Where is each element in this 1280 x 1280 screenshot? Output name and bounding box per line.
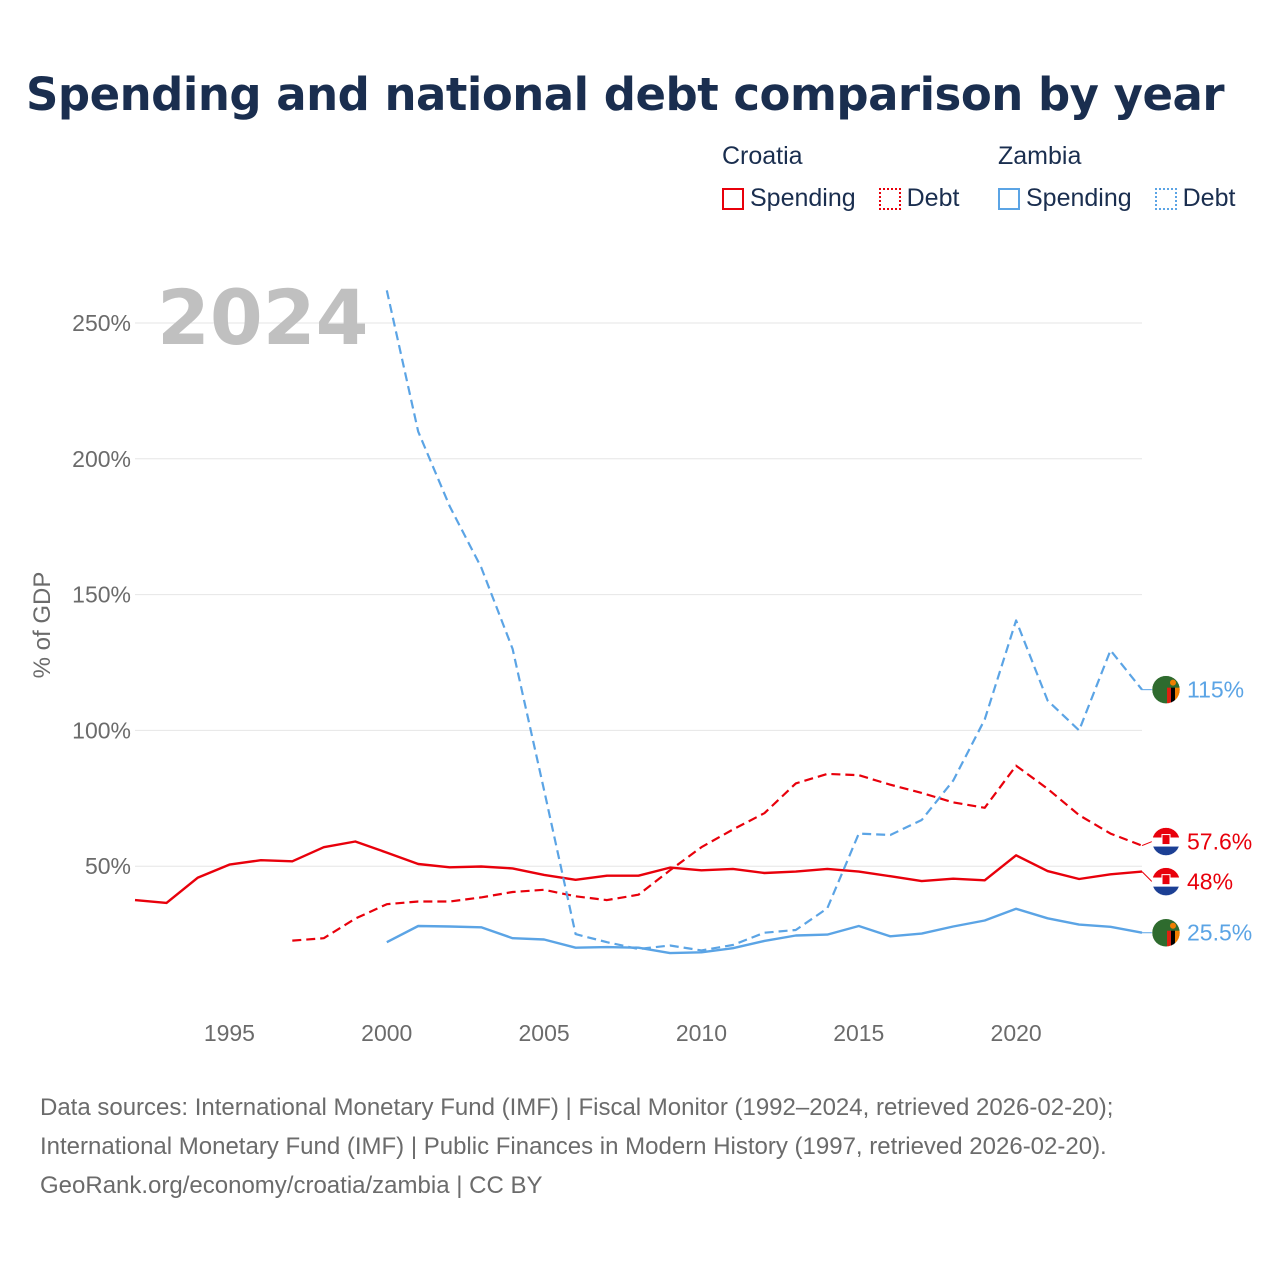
x-tick-label: 1995 <box>204 1020 255 1046</box>
footer-line-3[interactable]: GeoRank.org/economy/croatia/zambia | CC … <box>40 1172 543 1199</box>
x-tick-label: 2000 <box>361 1020 412 1046</box>
end-value-label: 57.6% <box>1187 829 1252 855</box>
year-watermark: 2024 <box>157 273 369 362</box>
y-tick-label: 250% <box>72 310 131 336</box>
legend-item-label: Debt <box>906 184 960 212</box>
series-line-zambia-spending[interactable] <box>386 907 1143 955</box>
zambia-flag-icon <box>1151 918 1181 947</box>
end-connector <box>1141 841 1153 847</box>
legend-country-label: Zambia <box>998 142 1082 170</box>
legend-item-label: Spending <box>750 184 856 212</box>
footer: Data sources: International Monetary Fun… <box>40 1088 1113 1205</box>
chart-title: Spending and national debt comparison by… <box>26 68 1225 121</box>
series-lines <box>134 290 1143 955</box>
legend-item-croatia-debt[interactable]: Debt <box>878 184 960 213</box>
y-tick-label: 100% <box>72 717 131 743</box>
x-tick-label: 2010 <box>676 1020 727 1046</box>
x-tick-label: 2015 <box>833 1020 884 1046</box>
legend-swatch-solid <box>998 187 1020 210</box>
y-tick-label: 150% <box>72 582 131 608</box>
y-axis-ticks: 50% 100% 150% 200% 250% <box>72 310 131 879</box>
x-axis-ticks: 1995 2000 2005 2010 2015 2020 <box>204 1020 1042 1046</box>
end-value-label: 115% <box>1187 677 1244 703</box>
end-connector <box>1141 871 1153 882</box>
legend-item-zambia-spending[interactable]: Spending <box>998 184 1132 213</box>
series-line-croatia-spending[interactable] <box>134 840 1143 905</box>
legend-croatia: Croatia Spending Debt <box>722 142 975 217</box>
legend-item-label: Spending <box>1026 184 1132 212</box>
zambia-flag-icon <box>1151 675 1181 704</box>
legend-zambia: Zambia Spending Debt <box>998 142 1251 217</box>
legend-item-zambia-debt[interactable]: Debt <box>1154 184 1236 213</box>
y-tick-label: 50% <box>85 853 131 879</box>
series-line-croatia-debt[interactable] <box>292 764 1143 942</box>
legend-item-label: Debt <box>1182 184 1236 212</box>
end-value-label: 48% <box>1187 869 1233 895</box>
x-tick-label: 2005 <box>519 1020 570 1046</box>
legend-swatch-dotted <box>878 187 901 210</box>
croatia-flag-icon <box>1151 867 1181 896</box>
croatia-flag-icon <box>1151 827 1181 856</box>
footer-line-2: International Monetary Fund (IMF) | Publ… <box>40 1133 1107 1160</box>
y-axis-label: % of GDP <box>29 572 56 679</box>
end-value-label: 25.5% <box>1187 920 1252 946</box>
line-chart: 2024 50% 100% 150% 200% 250% % of GDP 1995 20… <box>29 273 1252 1046</box>
legend-item-croatia-spending[interactable]: Spending <box>722 184 856 213</box>
legend-swatch-solid <box>722 187 744 210</box>
end-markers: 48% 57.6% 25.5% 115% <box>1141 675 1252 947</box>
gridlines <box>135 322 1142 867</box>
y-tick-label: 200% <box>72 446 131 472</box>
legend-swatch-dotted <box>1154 187 1177 210</box>
x-tick-label: 2020 <box>991 1020 1042 1046</box>
legend-country-label: Croatia <box>722 142 803 170</box>
series-line-zambia-debt[interactable] <box>385 290 1143 952</box>
footer-line-1: Data sources: International Monetary Fun… <box>40 1094 1114 1121</box>
